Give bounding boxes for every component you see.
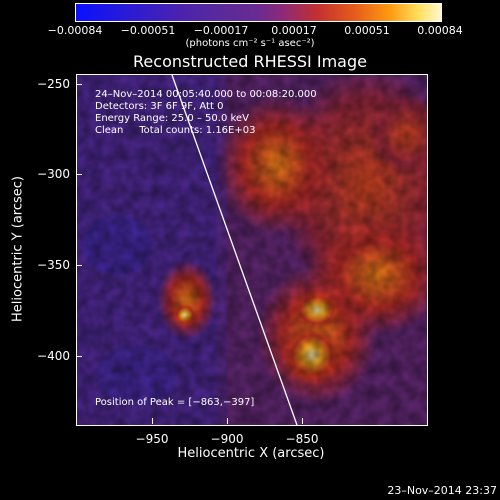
clean-counts-label: Clean Total counts: 1.16E+03 — [95, 125, 256, 136]
colorbar-tick: −0.00084 — [47, 24, 103, 37]
x-tick-mark — [302, 418, 303, 424]
detectors-label: Detectors: 3F 6F 9F, Att 0 — [95, 101, 224, 112]
x-tick-label: −850 — [285, 432, 319, 446]
y-tick-mark — [76, 174, 82, 175]
colorbar-tick: −0.00051 — [120, 24, 176, 37]
colorbar — [75, 3, 442, 22]
y-tick-label: −300 — [37, 167, 70, 181]
colorbar-tick: −0.00017 — [193, 24, 249, 37]
x-tick-label: −900 — [210, 432, 244, 446]
colorbar-tick: 0.00051 — [344, 24, 390, 37]
image-title: Reconstructed RHESSI Image — [133, 52, 367, 71]
x-axis-label: Heliocentric X (arcsec) — [177, 446, 325, 461]
peak-position-label: Position of Peak = [−863,−397] — [95, 397, 255, 408]
y-tick-mark — [76, 84, 82, 85]
colorbar-tick: 0.00084 — [417, 24, 463, 37]
render-timestamp: 23–Nov–2014 23:37 — [387, 484, 497, 497]
x-tick-mark — [152, 418, 153, 424]
y-tick-mark — [76, 265, 82, 266]
rhessi-image-raster — [77, 75, 427, 425]
y-tick-mark — [76, 356, 82, 357]
x-tick-label: −950 — [135, 432, 169, 446]
y-axis-label: Heliocentric Y (arcsec) — [10, 176, 26, 322]
y-tick-label: −250 — [37, 77, 70, 91]
rhessi-image: 24–Nov–2014 00:05:40.000 to 00:08:20.000… — [76, 74, 428, 426]
y-tick-label: −400 — [37, 349, 70, 363]
colorbar-tick: 0.00017 — [271, 24, 317, 37]
colorbar-units: (photons cm⁻² s⁻¹ asec⁻²) — [185, 38, 315, 49]
x-tick-mark — [227, 418, 228, 424]
time-range-label: 24–Nov–2014 00:05:40.000 to 00:08:20.000 — [95, 89, 317, 100]
limb-line — [171, 75, 298, 425]
energy-range-label: Energy Range: 25.0 – 50.0 keV — [95, 113, 249, 124]
y-tick-label: −350 — [37, 258, 70, 272]
